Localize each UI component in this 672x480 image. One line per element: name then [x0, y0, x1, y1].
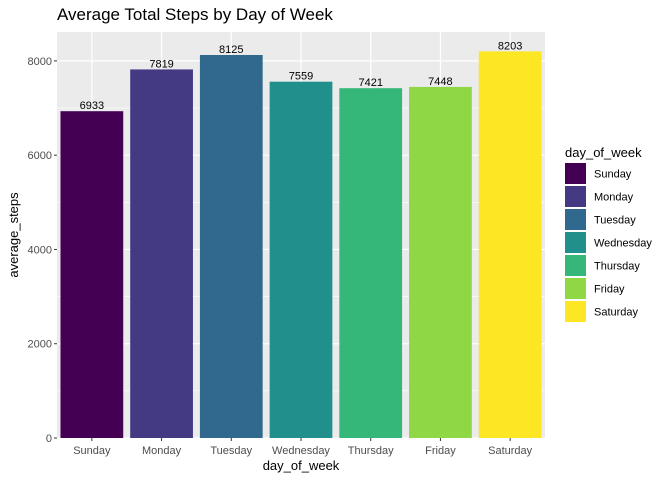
bar-friday — [409, 86, 472, 438]
x-axis-title: day_of_week — [263, 458, 340, 473]
bar-thursday — [339, 88, 403, 439]
legend-key-thursday — [565, 255, 586, 276]
legend-label-sunday: Sunday — [594, 169, 632, 181]
legend-key-friday — [565, 278, 586, 299]
y-tick-label: 2000 — [28, 339, 52, 351]
bar-labels: 6933 7819 8125 7559 7421 7448 8203 — [80, 40, 523, 112]
x-tick-label: Monday — [142, 445, 182, 457]
y-tick-label: 6000 — [28, 150, 52, 162]
y-axis-ticks: 0 2000 4000 6000 8000 — [28, 56, 57, 445]
bar-tuesday — [199, 55, 263, 439]
legend-label-friday: Friday — [594, 284, 625, 296]
legend-key-saturday — [565, 301, 586, 322]
bar-monday — [130, 69, 193, 438]
x-tick-label: Wednesday — [272, 445, 330, 457]
x-tick-label: Sunday — [73, 445, 111, 457]
x-tick-label: Thursday — [348, 445, 394, 457]
legend-label-tuesday: Tuesday — [594, 215, 636, 227]
legend-label-saturday: Saturday — [594, 307, 639, 319]
y-tick-label: 4000 — [28, 244, 52, 256]
legend-key-tuesday — [565, 209, 586, 230]
chart-title: Average Total Steps by Day of Week — [57, 5, 333, 24]
bar-wednesday — [269, 81, 333, 438]
bars — [60, 51, 542, 439]
y-tick-label: 0 — [46, 433, 52, 445]
bar-sunday — [60, 111, 124, 438]
x-tick-label: Tuesday — [210, 445, 252, 457]
y-axis-title: average_steps — [6, 192, 21, 278]
data-label-sunday: 6933 — [80, 100, 104, 112]
x-tick-label: Saturday — [488, 445, 533, 457]
data-label-tuesday: 8125 — [219, 44, 243, 56]
bar-saturday — [478, 51, 542, 438]
legend-key-monday — [565, 186, 586, 207]
legend-label-wednesday: Wednesday — [594, 238, 652, 250]
x-axis-ticks: Sunday Monday Tuesday Wednesday Thursday Frid… — [73, 438, 533, 457]
legend-key-sunday — [565, 163, 586, 184]
data-label-monday: 7819 — [149, 58, 173, 70]
legend-label-monday: Monday — [594, 192, 634, 204]
y-tick-label: 8000 — [28, 56, 52, 68]
legend-key-wednesday — [565, 232, 586, 253]
data-label-thursday: 7421 — [358, 77, 382, 89]
legend: day_of_week Sunday Monday Tuesday Wednesday… — [565, 145, 652, 322]
legend-label-thursday: Thursday — [594, 261, 640, 273]
legend-title: day_of_week — [565, 145, 642, 160]
data-label-friday: 7448 — [428, 76, 452, 88]
x-tick-label: Friday — [425, 445, 456, 457]
data-label-saturday: 8203 — [498, 40, 522, 52]
data-label-wednesday: 7559 — [289, 71, 313, 83]
